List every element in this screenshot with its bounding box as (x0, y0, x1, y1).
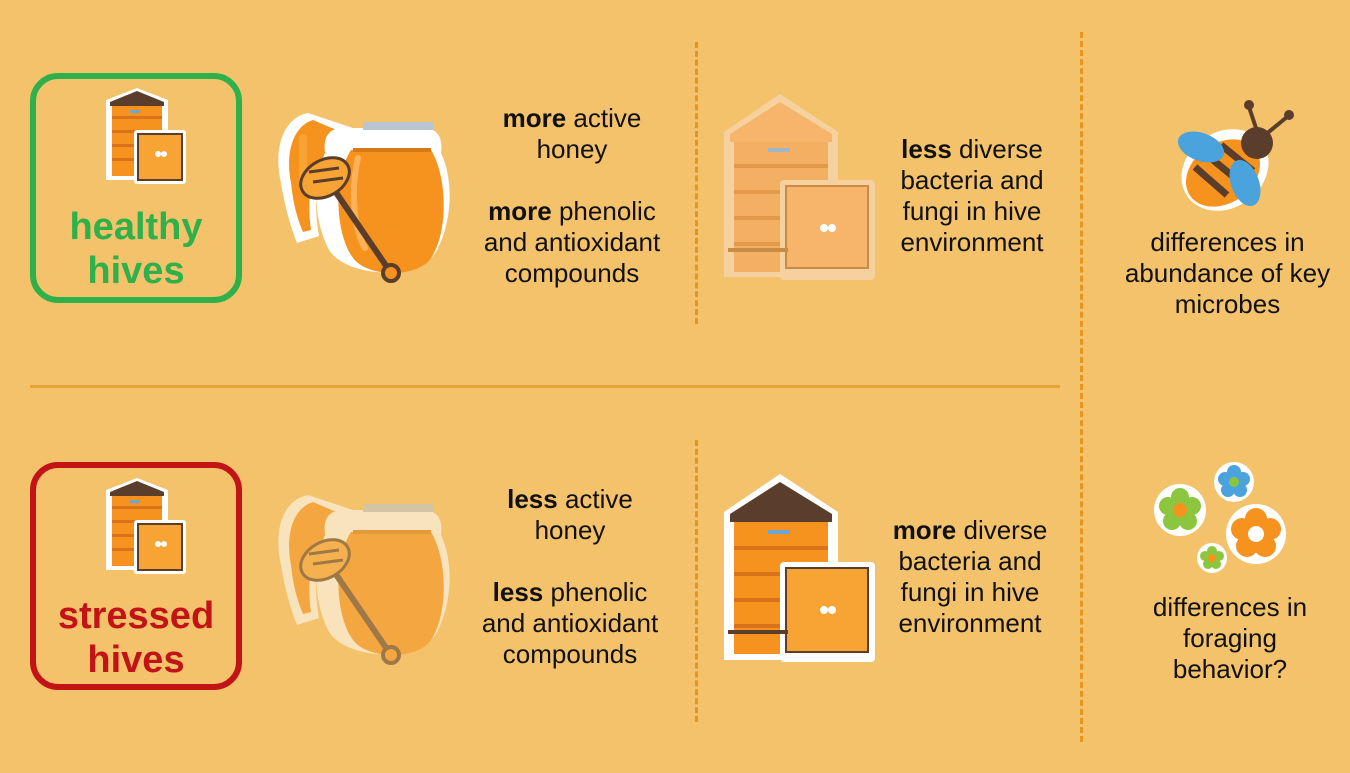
stressed-hives-label: stressed hives (57, 595, 215, 681)
microbe-abundance-text: differences in abundance of key microbes (1124, 227, 1331, 319)
microbe-diversity-text: less diverse bacteria and fungi in hive env… (900, 134, 1044, 257)
flower-icon (1154, 462, 1286, 573)
microbe-diversity-text: more diverse bacteria and fungi in hive env… (892, 515, 1048, 638)
beehive-icon (106, 478, 186, 574)
honey-activity-text: more active honey (502, 103, 642, 164)
beehive-icon (724, 474, 875, 662)
beehive-icon (724, 94, 875, 280)
bee-icon (1177, 100, 1294, 211)
column-divider (695, 42, 698, 324)
compounds-text: less phenolic and antioxidant compounds (481, 577, 659, 669)
column-divider (695, 440, 698, 722)
honey-jar-icon (278, 495, 450, 665)
foraging-behavior-text: differences in foraging behavior? (1152, 592, 1308, 684)
column-divider (1080, 32, 1083, 742)
healthy-hives-label: healthy hives (69, 206, 203, 292)
healthy-hives-box: healthy hives (30, 73, 242, 303)
honey-jar-icon (278, 113, 450, 283)
compounds-text: more phenolic and antioxidant compounds (483, 196, 661, 288)
stressed-hives-box: stressed hives (30, 462, 242, 690)
beehive-icon (106, 88, 186, 184)
honey-activity-text: less active honey (507, 484, 633, 545)
row-divider (30, 385, 1060, 388)
